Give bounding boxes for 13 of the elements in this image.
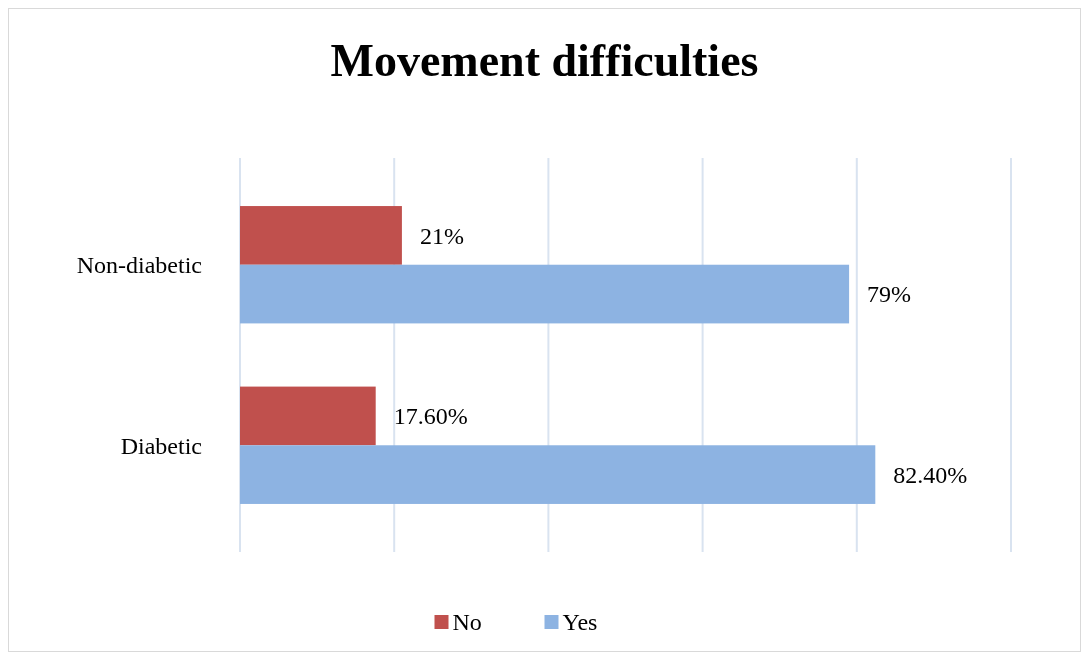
data-label: 17.60% xyxy=(393,403,468,430)
bar xyxy=(240,386,376,446)
y-tick-label: Non-diabetic xyxy=(76,252,202,279)
legend-label: No xyxy=(452,609,482,636)
bar xyxy=(240,206,402,265)
bar xyxy=(240,445,876,504)
y-tick-label: Diabetic xyxy=(120,432,202,459)
data-label: 21% xyxy=(419,222,464,249)
data-label: 79% xyxy=(867,281,912,308)
bar xyxy=(240,264,850,324)
data-label: 82.40% xyxy=(893,462,968,489)
chart-title: Movement difficulties xyxy=(330,35,759,86)
legend-label: Yes xyxy=(562,609,598,636)
